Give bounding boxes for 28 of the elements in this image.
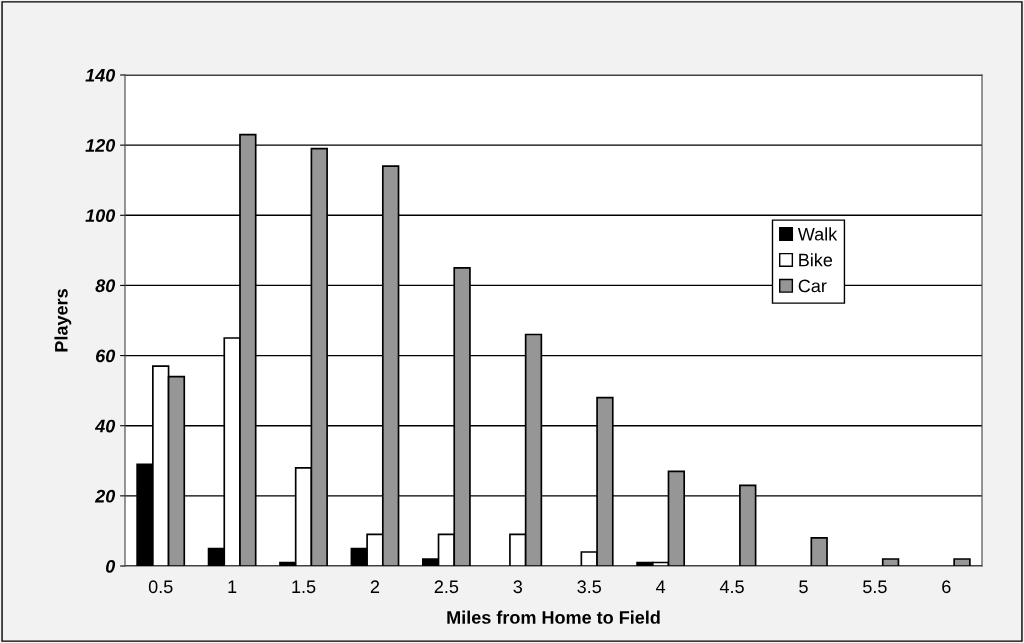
x-tick-label: 5 [799, 580, 808, 594]
x-tick-label: 3 [513, 580, 523, 594]
bar [953, 558, 971, 566]
x-axis-title: Miles from Home to Field [447, 610, 660, 624]
y-tick-label: 40 [94, 419, 116, 433]
y-tick-label: 60 [96, 349, 116, 363]
x-tick-label: 2.5 [434, 580, 459, 594]
x-tick-label: 1 [228, 580, 237, 593]
y-tick-label: 0 [105, 559, 116, 573]
bar [881, 558, 900, 566]
x-tick-label: 4 [656, 580, 666, 593]
x-tick-label: 1.5 [292, 580, 316, 594]
x-tick-label: 4.5 [719, 580, 744, 594]
y-tick-label: 100 [85, 209, 116, 223]
x-tick-label: 2 [370, 580, 380, 593]
x-tick-label: 5.5 [863, 580, 887, 594]
legend-label: Car [798, 279, 827, 293]
x-tick-label: 0.5 [148, 580, 173, 594]
y-tick-label: 20 [94, 489, 116, 503]
y-tick-label: 80 [95, 279, 116, 293]
x-tick-label: 6 [942, 580, 951, 594]
legend-label: Bike [799, 253, 833, 267]
x-tick-label: 3.5 [577, 580, 601, 594]
legend-label: Walk [797, 227, 838, 241]
y-tick-label: 120 [85, 139, 116, 152]
y-tick-label: 140 [85, 68, 116, 82]
bar [810, 537, 828, 566]
y-axis-title: Players [54, 289, 72, 352]
